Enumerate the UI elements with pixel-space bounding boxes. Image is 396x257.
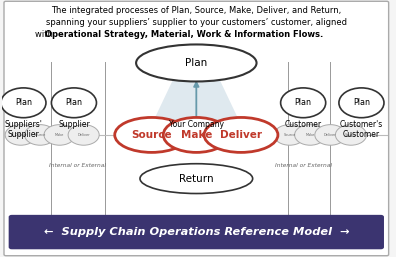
Ellipse shape <box>339 88 384 118</box>
Text: Make: Make <box>181 130 212 140</box>
Text: Plan: Plan <box>353 98 370 107</box>
Text: Return: Return <box>179 174 213 183</box>
Text: Supplier: Supplier <box>58 120 90 128</box>
Text: Internal or External: Internal or External <box>50 163 106 168</box>
Ellipse shape <box>115 117 188 152</box>
Ellipse shape <box>281 88 326 118</box>
Ellipse shape <box>68 125 99 145</box>
Text: ←  Supply Chain Operations Reference Model  →: ← Supply Chain Operations Reference Mode… <box>44 227 349 237</box>
Ellipse shape <box>274 125 305 145</box>
Text: Customer: Customer <box>285 120 322 128</box>
Ellipse shape <box>5 125 36 145</box>
Text: Plan: Plan <box>295 98 312 107</box>
Text: spanning your suppliers’ supplier to your customers’ customer, aligned: spanning your suppliers’ supplier to you… <box>46 18 347 27</box>
Polygon shape <box>152 80 241 125</box>
Text: Deliver: Deliver <box>220 130 262 140</box>
Ellipse shape <box>315 125 346 145</box>
Text: Deliver: Deliver <box>77 133 90 137</box>
Ellipse shape <box>204 117 278 152</box>
FancyBboxPatch shape <box>9 215 384 249</box>
Ellipse shape <box>295 125 326 145</box>
Text: Source: Source <box>345 133 357 137</box>
Text: Plan: Plan <box>185 58 208 68</box>
Text: Operational Strategy, Material, Work & Information Flows.: Operational Strategy, Material, Work & I… <box>45 30 324 39</box>
Text: Internal or External: Internal or External <box>275 163 332 168</box>
Ellipse shape <box>163 117 229 152</box>
Text: Plan: Plan <box>65 98 82 107</box>
Text: with: with <box>35 30 55 39</box>
Text: Customer's
Customer: Customer's Customer <box>340 120 383 139</box>
Ellipse shape <box>335 125 366 145</box>
FancyBboxPatch shape <box>4 1 388 256</box>
Text: Source: Source <box>284 133 296 137</box>
Text: Suppliers'
Supplier: Suppliers' Supplier <box>4 120 42 139</box>
Ellipse shape <box>1 88 46 118</box>
Ellipse shape <box>44 125 75 145</box>
Ellipse shape <box>25 125 56 145</box>
Ellipse shape <box>140 164 253 194</box>
Text: The integrated processes of Plan, Source, Make, Deliver, and Return,: The integrated processes of Plan, Source… <box>51 6 341 15</box>
Text: Your Company: Your Company <box>169 120 224 128</box>
Text: Plan: Plan <box>15 98 32 107</box>
Text: Deliver: Deliver <box>324 133 337 137</box>
Text: Source: Source <box>131 130 172 140</box>
Text: Deliver: Deliver <box>14 133 27 137</box>
Ellipse shape <box>51 88 97 118</box>
Text: Make: Make <box>55 133 64 137</box>
Text: Make: Make <box>306 133 315 137</box>
Text: Source: Source <box>34 133 46 137</box>
Ellipse shape <box>136 44 257 81</box>
